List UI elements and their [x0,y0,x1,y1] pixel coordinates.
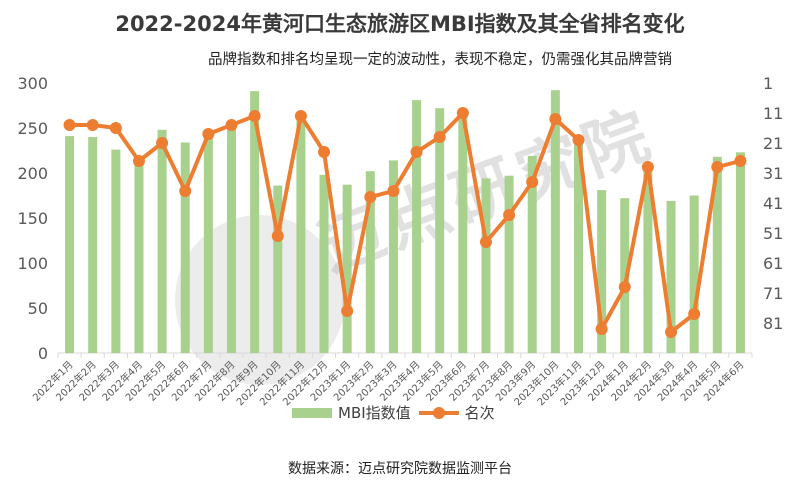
right-axis-tick: 71 [763,284,783,303]
mbi-bar [227,125,236,353]
rank-point [549,113,562,125]
rank-point [433,131,446,143]
left-axis-tick: 250 [17,119,48,138]
mbi-bar [574,142,583,353]
rank-point [109,122,122,134]
mbi-bar [134,162,144,353]
rank-point [688,308,701,320]
mbi-bar [250,91,260,353]
mbi-bar [88,137,98,353]
left-axis-tick: 200 [17,164,48,183]
rank-point [387,185,400,197]
mbi-bar [273,185,283,353]
left-axis-tick: 300 [17,74,48,93]
rank-point [86,119,99,131]
left-axis-tick: 50 [28,299,48,318]
rank-point [341,305,354,317]
mbi-bar [412,100,422,353]
mbi-bar [712,156,722,353]
rank-point [711,161,724,173]
legend-bar-label: MBI指数值 [338,404,411,422]
chart-title: 2022-2024年黄河口生态旅游区MBI指数及其全省排名变化 [115,12,685,36]
mbi-bar [550,90,560,353]
right-axis-tick: 41 [763,194,783,213]
rank-point [410,146,423,158]
rank-point [734,155,747,167]
rank-point [595,323,608,335]
rank-point [156,137,169,149]
mbi-bar [296,117,306,353]
left-axis-tick: 100 [17,254,48,273]
mbi-bar [527,155,537,353]
watermark-logo [175,215,345,385]
rank-point [294,110,307,122]
mbi-bar [111,149,121,353]
mbi-bar [180,142,190,353]
rank-point [364,191,377,203]
mbi-bar [666,200,676,353]
mbi-bar [643,168,653,353]
rank-point [271,230,284,242]
mbi-bar [388,160,398,353]
mbi-bar [620,198,630,353]
mbi-bar [157,129,167,353]
chart-subtitle: 品牌指数和排名均呈现一定的波动性，表现不稳定，仍需强化其品牌营销 [208,52,672,68]
mbi-bar [735,152,745,353]
data-source: 数据来源：迈点研究院数据监测平台 [288,461,512,477]
mbi-bar [65,136,75,353]
mbi-bar [597,190,607,353]
legend-line-swatch [418,406,459,419]
right-axis-tick: 1 [763,74,773,93]
rank-point [526,176,539,188]
rank-point [225,119,238,131]
rank-point [63,119,76,131]
mbi-bar [365,171,375,353]
rank-line [69,111,741,334]
rank-point [248,110,261,122]
rank-point [572,134,585,146]
rank-point [479,236,492,248]
right-axis-tick: 21 [763,134,783,153]
rank-point [456,107,469,119]
mbi-bar [689,195,699,353]
rank-point [641,161,654,173]
rank-point [179,185,192,197]
legend-line-label: 名次 [464,404,495,422]
right-axis-tick: 61 [763,254,783,273]
mbi-bar [481,178,491,353]
right-axis-tick: 81 [763,314,783,333]
rank-point [318,146,331,158]
mbi-bar [203,133,213,353]
mbi-bar [435,108,445,353]
right-axis-tick: 51 [763,224,783,243]
rank-point [202,128,215,140]
mbi-bar [458,112,468,353]
chart-legend: MBI指数值 名次 [292,402,495,423]
mbi-bar [504,175,514,353]
rank-point [618,281,631,293]
rank-point [503,209,516,221]
rank-point [665,326,678,338]
mbi-bar [342,184,352,353]
left-axis-tick: 0 [38,344,48,363]
rank-point [132,155,145,167]
right-axis-tick: 31 [763,164,783,183]
right-axis-tick: 11 [763,104,783,123]
mbi-bar [319,174,329,353]
left-axis-tick: 150 [17,209,48,228]
legend-bar-swatch [292,407,332,418]
